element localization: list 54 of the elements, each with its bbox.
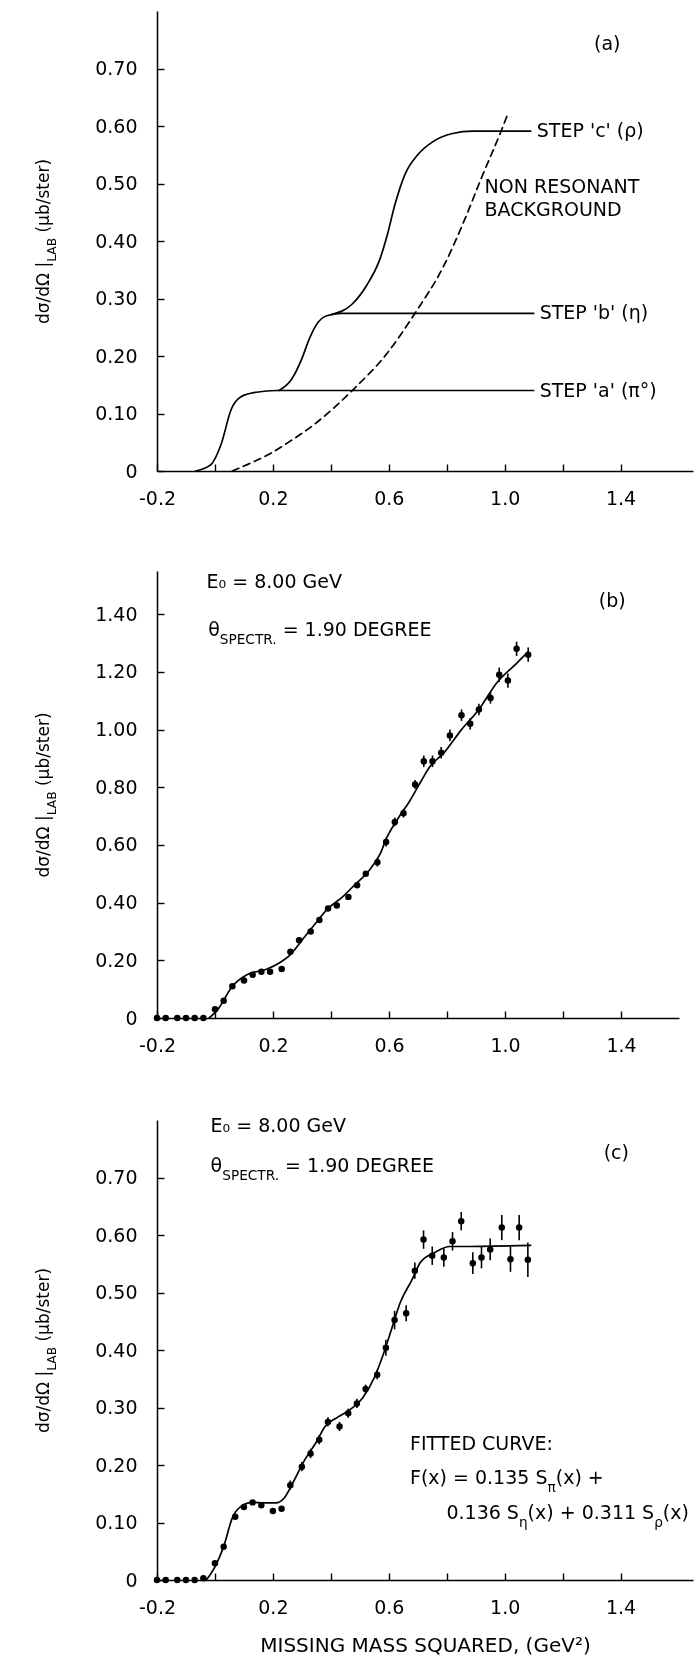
annotation: E₀ = 8.00 GeV	[210, 1114, 346, 1137]
series-label: STEP 'c' (ρ)	[536, 119, 644, 142]
annotation: (c)	[603, 1141, 629, 1164]
y-tick-label: 0.10	[95, 402, 138, 424]
annotation: E₀ = 8.00 GeV	[206, 570, 342, 593]
annotation: (a)	[594, 32, 621, 55]
x-tick-label: 0.6	[374, 1033, 405, 1056]
annotation: FITTED CURVE:	[409, 1432, 553, 1455]
x-tick-label: 0.6	[374, 486, 405, 509]
x-tick-label: 1.4	[605, 1595, 637, 1618]
annotation: θ$_{SPECTR.}$ = 1.90 DEGREE	[208, 618, 432, 647]
annotation: θ$_{SPECTR.}$ = 1.90 DEGREE	[210, 1154, 434, 1183]
y-tick-label: 0.80	[95, 775, 138, 798]
y-tick-label: 0.10	[95, 1511, 138, 1533]
x-tick-label: 1.0	[490, 486, 521, 509]
y-tick-label: 0.40	[95, 1338, 138, 1361]
y-tick-label: 0.20	[95, 948, 138, 971]
y-tick-label: 0	[125, 459, 138, 482]
x-tick-label: -0.2	[138, 486, 177, 509]
annotation: (b)	[598, 588, 626, 611]
y-tick-label: 0.70	[95, 57, 138, 79]
x-tick-label: -0.2	[138, 1595, 177, 1618]
y-tick-label: 0.60	[95, 1223, 138, 1246]
y-tick-label: 0.50	[95, 172, 138, 194]
y-tick-label: 0.60	[95, 114, 138, 137]
y-tick-label: 0.50	[95, 1281, 138, 1303]
y-tick-label: 0.40	[95, 891, 138, 914]
x-tick-label: 1.4	[606, 1033, 637, 1056]
x-tick-label: 1.4	[605, 486, 637, 509]
annotation: 0.136 S$_{η}$(x) + 0.311 S$_{ρ}$(x)	[446, 1501, 689, 1531]
y-tick-label: 0	[125, 1568, 138, 1591]
x-axis-title: MISSING MASS SQUARED, (GeV²)	[260, 1632, 591, 1657]
x-tick-label: 1.0	[490, 1033, 521, 1056]
y-tick-label: 0.20	[95, 344, 138, 367]
x-tick-label: 0.2	[258, 1033, 289, 1056]
series-label: NON RESONANT BACKGROUND	[484, 174, 640, 220]
x-tick-label: -0.2	[138, 1033, 177, 1056]
y-tick-label: 0.20	[95, 1453, 138, 1476]
y-tick-label: 0	[125, 1006, 138, 1029]
y-tick-label: 1.40	[95, 602, 138, 625]
x-tick-label: 1.0	[490, 1595, 521, 1618]
series-label: STEP 'a' (π°)	[539, 378, 657, 401]
y-tick-label: 0.30	[95, 1396, 138, 1418]
y-tick-label: 0.30	[95, 287, 138, 309]
x-tick-label: 0.2	[258, 1595, 289, 1618]
annotation: F(x) = 0.135 S$_{π}$(x) +	[409, 1465, 604, 1495]
x-tick-label: 0.6	[374, 1595, 405, 1618]
series-label: STEP 'b' (η)	[539, 301, 649, 324]
y-tick-label: 1.00	[95, 718, 138, 741]
y-tick-label: 0.40	[95, 229, 138, 252]
y-tick-label: 1.20	[95, 660, 138, 683]
y-tick-label: 0.70	[95, 1166, 138, 1188]
x-tick-label: 0.2	[258, 486, 289, 509]
y-tick-label: 0.60	[95, 833, 138, 856]
